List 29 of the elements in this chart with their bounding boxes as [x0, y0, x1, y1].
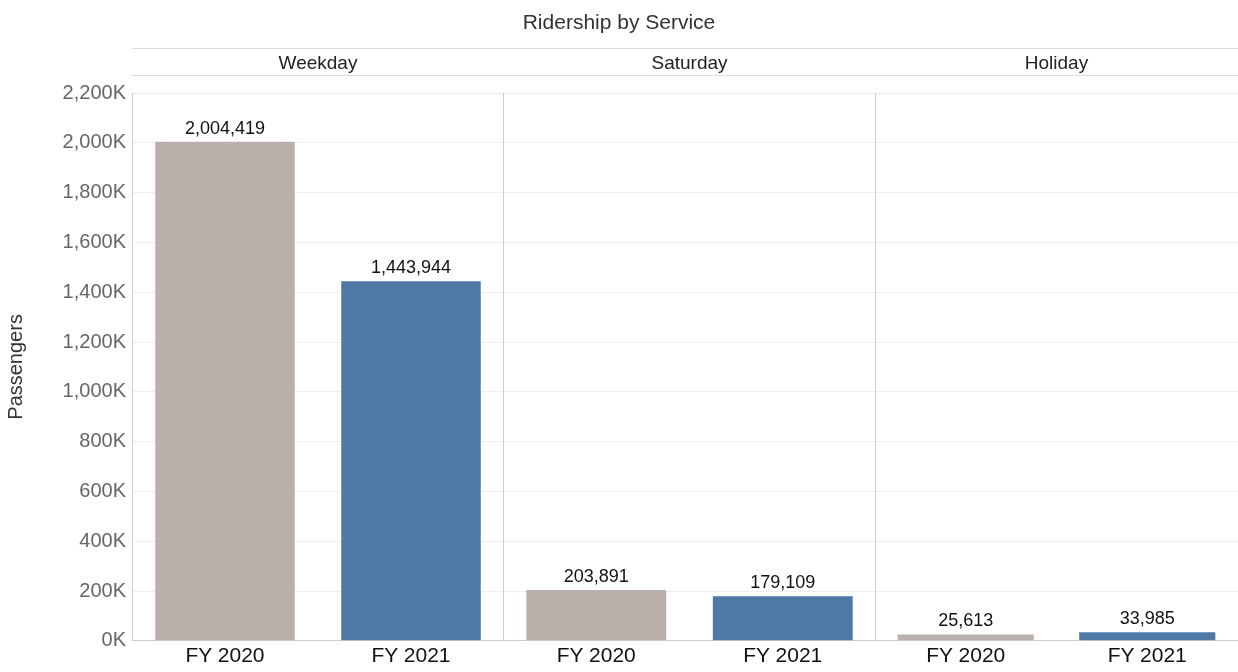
x-tick-label: FY 2020 — [926, 643, 1006, 667]
y-tick-label: 200K — [79, 578, 127, 601]
y-tick-label: 2,200K — [62, 80, 127, 103]
y-tick-label: 600K — [79, 478, 127, 501]
data-label: 1,443,944 — [370, 257, 452, 278]
y-tick-label: 800K — [79, 429, 127, 452]
data-label: 2,004,419 — [184, 117, 266, 138]
y-tick-label: 1,000K — [62, 379, 127, 402]
y-axis-title: Passengers — [3, 314, 26, 420]
y-tick-label: 1,400K — [62, 279, 127, 302]
chart-subtitle: Saturday — [503, 48, 876, 76]
x-tick-label: FY 2020 — [556, 643, 636, 667]
x-tick-label: FY 2021 — [371, 643, 451, 667]
data-label: 33,985 — [1119, 608, 1175, 629]
chart-subtitle: Holiday — [875, 48, 1238, 76]
y-tick-label: 1,600K — [62, 229, 127, 252]
y-tick-label: 1,200K — [62, 329, 127, 352]
y-tick-label: 0K — [101, 628, 127, 651]
x-tick-label: FY 2021 — [1107, 643, 1187, 667]
x-tick-label: FY 2021 — [743, 643, 823, 667]
data-label: 179,109 — [750, 572, 816, 593]
data-label: 203,891 — [563, 566, 629, 586]
chart-subtitle: Weekday — [132, 48, 504, 76]
x-tick-label: FY 2020 — [185, 643, 265, 667]
data-label: 25,613 — [938, 610, 994, 631]
chart-title: Ridership by Service — [521, 10, 717, 34]
y-tick-label: 2,000K — [62, 130, 127, 153]
y-tick-label: 400K — [79, 528, 127, 551]
y-tick-label: 1,800K — [62, 180, 127, 203]
